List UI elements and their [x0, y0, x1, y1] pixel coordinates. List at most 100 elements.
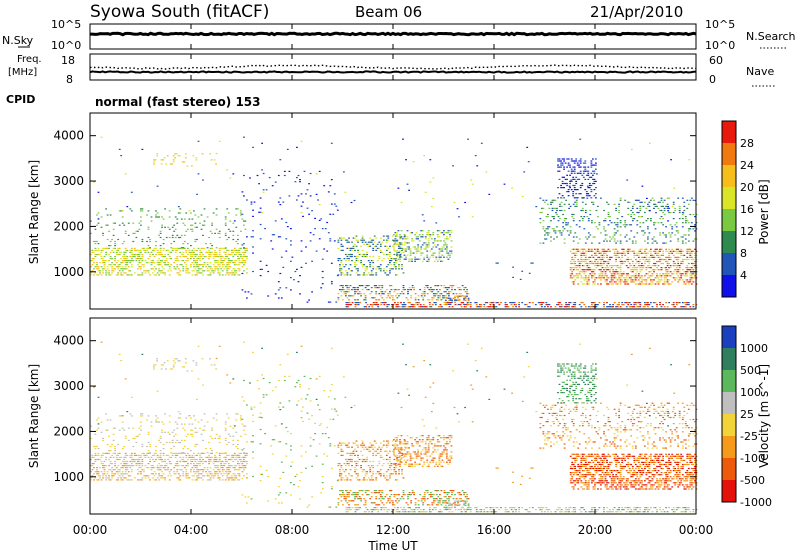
- heatmap-cell: [303, 170, 306, 172]
- heatmap-cell: [650, 302, 652, 304]
- heatmap-cell: [619, 242, 622, 244]
- heatmap-cell: [558, 170, 561, 172]
- heatmap-cell: [97, 212, 100, 214]
- heatmap-cell: [149, 255, 151, 258]
- heatmap-cell: [244, 467, 247, 469]
- heatmap-cell: [518, 302, 520, 304]
- heatmap-cell: [687, 269, 690, 271]
- heatmap-cell: [571, 277, 574, 279]
- heatmap-cell: [224, 234, 227, 236]
- heatmap-cell: [196, 479, 198, 481]
- heatmap-cell: [174, 260, 177, 262]
- heatmap-cell: [290, 244, 292, 246]
- heatmap-cell: [285, 443, 288, 445]
- heatmap-cell: [487, 306, 490, 308]
- heatmap-cell: [634, 277, 637, 279]
- heatmap-cell: [185, 471, 188, 473]
- heatmap-cell: [367, 285, 370, 287]
- heatmap-cell: [680, 275, 683, 277]
- heatmap-cell: [443, 301, 446, 303]
- heatmap-cell: [185, 255, 188, 258]
- heatmap-cell: [615, 269, 617, 271]
- heatmap-cell: [589, 213, 592, 216]
- heatmap-cell: [681, 250, 684, 252]
- heatmap-cell: [634, 275, 637, 277]
- heatmap-cell: [152, 465, 154, 467]
- heatmap-cell: [367, 260, 370, 262]
- heatmap-cell: [692, 277, 695, 279]
- heatmap-cell: [654, 203, 657, 205]
- heatmap-cell: [600, 262, 602, 265]
- heatmap-cell: [261, 268, 263, 270]
- heatmap-cell: [593, 164, 596, 166]
- heatmap-cell: [143, 454, 145, 456]
- heatmap-cell: [348, 452, 350, 454]
- heatmap-cell: [671, 248, 674, 250]
- heatmap-cell: [327, 506, 330, 508]
- heatmap-cell: [587, 279, 590, 281]
- heatmap-cell: [558, 193, 561, 195]
- heatmap-cell: [267, 295, 270, 297]
- heatmap-cell: [612, 275, 614, 277]
- heatmap-cell: [636, 306, 639, 308]
- heatmap-cell: [553, 216, 555, 218]
- heatmap-cell: [600, 252, 602, 254]
- heatmap-cell: [650, 199, 652, 201]
- heatmap-cell: [587, 232, 590, 234]
- heatmap-cell: [648, 250, 651, 252]
- heatmap-cell: [195, 364, 198, 366]
- heatmap-cell: [615, 242, 617, 244]
- heatmap-cell: [361, 241, 364, 243]
- heatmap-cell: [470, 179, 473, 181]
- heatmap-cell: [572, 236, 575, 238]
- heatmap-cell: [659, 279, 661, 281]
- heatmap-cell: [127, 439, 130, 441]
- heatmap-cell: [218, 460, 221, 463]
- heatmap-cell: [586, 265, 589, 267]
- heatmap-cell: [215, 255, 218, 258]
- heatmap-cell: [250, 498, 253, 500]
- heatmap-cell: [376, 260, 379, 262]
- heatmap-cell: [190, 469, 192, 471]
- heatmap-cell: [203, 452, 206, 454]
- heatmap-cell: [668, 256, 670, 258]
- heatmap-cell: [343, 274, 346, 276]
- heatmap-cell: [686, 281, 689, 283]
- heatmap-cell: [395, 304, 398, 306]
- heatmap-cell: [112, 270, 115, 272]
- heatmap-cell: [659, 250, 661, 252]
- heatmap-cell: [414, 246, 416, 248]
- heatmap-cell: [108, 245, 110, 247]
- heatmap-cell: [575, 277, 578, 279]
- heatmap-cell: [542, 226, 545, 228]
- heatmap-cell: [176, 218, 179, 220]
- heatmap-cell: [121, 274, 124, 276]
- heatmap-cell: [354, 264, 356, 266]
- heatmap-cell: [587, 236, 590, 238]
- heatmap-cell: [587, 170, 590, 172]
- heatmap-cell: [232, 249, 235, 251]
- heatmap-cell: [226, 272, 229, 274]
- heatmap-cell: [345, 291, 347, 293]
- heatmap-cell: [215, 268, 218, 270]
- heatmap-cell: [193, 465, 195, 467]
- heatmap-cell: [197, 473, 200, 475]
- heatmap-cell: [631, 250, 634, 252]
- heatmap-cell: [563, 182, 565, 185]
- heatmap-cell: [418, 258, 421, 260]
- heatmap-cell: [566, 166, 568, 168]
- colorbar-segment: [722, 231, 736, 254]
- heatmap-cell: [375, 245, 378, 247]
- heatmap-cell: [227, 471, 230, 473]
- heatmap-cell: [663, 213, 666, 216]
- heatmap-cell: [329, 445, 332, 447]
- heatmap-cell: [164, 264, 166, 266]
- heatmap-cell: [97, 479, 100, 481]
- heatmap-cell: [660, 269, 663, 271]
- heatmap-cell: [663, 258, 666, 261]
- heatmap-cell: [576, 172, 579, 174]
- heatmap-cell: [571, 262, 574, 265]
- heatmap-cell: [415, 302, 417, 304]
- heatmap-cell: [592, 269, 595, 271]
- heatmap-cell: [106, 477, 109, 479]
